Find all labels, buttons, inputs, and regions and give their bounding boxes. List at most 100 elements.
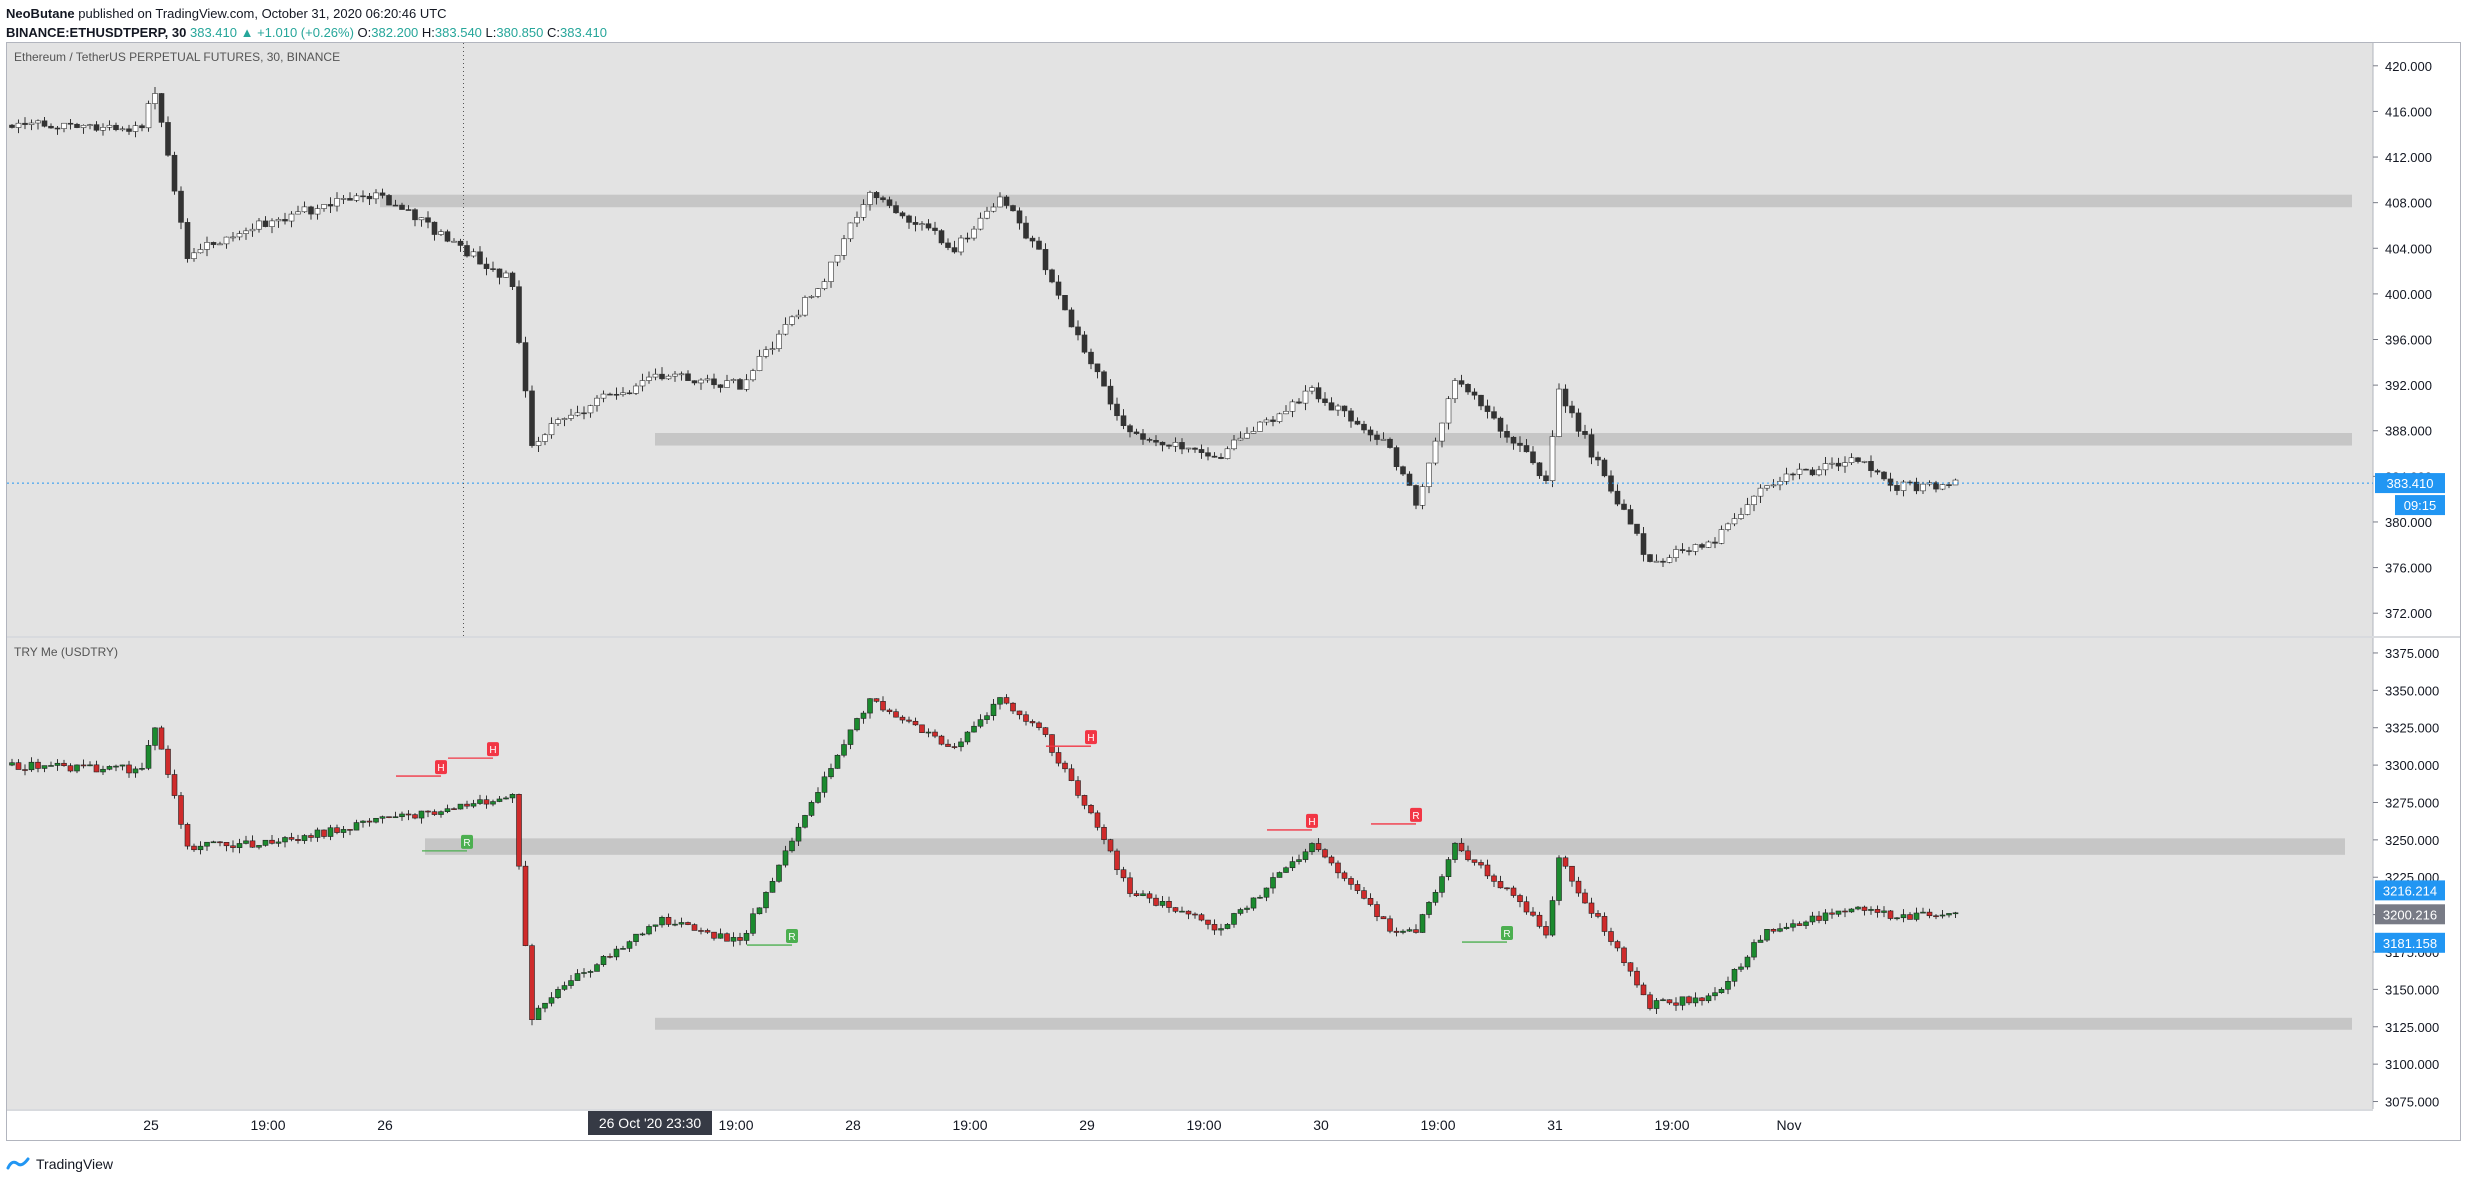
candle-body <box>1127 877 1133 894</box>
candle-body <box>639 933 646 936</box>
candle-body <box>470 803 477 807</box>
y-tick-label: 3375.000 <box>2385 646 2439 661</box>
candle-body <box>1452 842 1458 860</box>
candle-body <box>548 423 555 436</box>
candle-body <box>1874 909 1881 913</box>
candle-body <box>405 813 412 816</box>
candle-body <box>1881 910 1887 913</box>
candle-body <box>789 840 795 852</box>
candle-body <box>1094 812 1101 828</box>
candle-body <box>1770 484 1777 487</box>
candle-body <box>802 297 808 316</box>
candle-body <box>1614 941 1621 949</box>
time-tick-label: 19:00 <box>1654 1117 1689 1133</box>
signal-marker <box>487 742 499 757</box>
candle-body <box>1023 714 1029 722</box>
candle-body <box>821 281 828 289</box>
candle-body <box>730 379 737 381</box>
candle-body <box>353 822 360 831</box>
footer-brand[interactable]: TradingView <box>36 1156 114 1172</box>
candle-body <box>587 405 594 414</box>
candle-body <box>1062 762 1068 770</box>
candle-body <box>711 931 717 939</box>
candle-body <box>1660 999 1666 1002</box>
candle-body <box>1192 913 1198 916</box>
candle-body <box>763 892 769 909</box>
candle-body <box>282 219 288 222</box>
candle-body <box>685 373 691 381</box>
candle-body <box>1913 912 1920 920</box>
candle-body <box>1549 900 1556 936</box>
candle-body <box>1361 890 1367 899</box>
candle-body <box>1640 533 1647 555</box>
candle-body <box>958 741 964 748</box>
candle-body <box>119 128 126 131</box>
candle-body <box>48 765 54 767</box>
candle-body <box>106 766 113 770</box>
candle-body <box>1140 893 1146 897</box>
candle-body <box>132 125 139 132</box>
author-name[interactable]: NeoButane <box>6 6 75 21</box>
candle-body <box>1458 842 1465 852</box>
candle-body <box>67 765 74 772</box>
candle-body <box>639 380 646 387</box>
candle-body <box>496 798 503 802</box>
candle-body <box>457 240 464 246</box>
candle-body <box>1010 702 1016 712</box>
candle-body <box>1692 544 1699 552</box>
y-tick-label: 400.000 <box>2385 287 2432 302</box>
candle-body <box>1881 471 1887 480</box>
candle-body <box>594 397 600 406</box>
pane-title: TRY Me (USDTRY) <box>14 645 118 659</box>
candle-body <box>1179 910 1185 913</box>
candle-body <box>1673 1002 1679 1006</box>
candle-body <box>886 709 893 712</box>
candle-body <box>1595 913 1601 917</box>
candle-body <box>1543 475 1549 482</box>
candle-body <box>1231 439 1237 450</box>
candle-body <box>152 93 158 104</box>
series-price-label-bg <box>2375 932 2445 953</box>
candle-body <box>1835 910 1842 915</box>
candle-body <box>984 210 990 219</box>
candle-body <box>262 220 269 227</box>
candle-body <box>405 209 412 211</box>
close-label: C: <box>547 25 560 40</box>
candle-body <box>997 196 1003 208</box>
candle-body <box>1887 910 1894 919</box>
candle-body <box>1445 398 1452 424</box>
candle-body <box>74 764 80 772</box>
candle-body <box>1133 431 1140 434</box>
candle-body <box>990 703 997 716</box>
candle-body <box>1679 549 1686 551</box>
candle-body <box>93 124 100 131</box>
pane-1: 420.000 416.000 412.000 408.000 404.000 400.0… <box>7 43 2460 636</box>
candle-body <box>1348 878 1354 885</box>
candle-body <box>951 746 958 748</box>
candle-body <box>1868 461 1874 471</box>
signal-marker <box>1501 926 1513 941</box>
y-tick-label: 392.000 <box>2385 378 2432 393</box>
candle-body <box>139 768 145 770</box>
candle-body <box>22 122 28 125</box>
candle-body <box>1120 869 1127 879</box>
signal-marker-label: H <box>437 763 444 774</box>
candle-body <box>1289 401 1296 412</box>
candle-body <box>451 240 457 243</box>
candle-body <box>1582 892 1588 904</box>
candle-body <box>581 972 587 974</box>
candle-body <box>1263 419 1270 423</box>
candle-body <box>230 236 236 239</box>
candle-body <box>815 792 821 803</box>
candle-body <box>295 839 301 841</box>
candle-body <box>1244 433 1250 439</box>
candle-body <box>516 286 522 343</box>
support-resistance-zone <box>655 1017 2352 1030</box>
candle-body <box>1471 859 1478 863</box>
candle-body <box>1783 473 1790 482</box>
time-tick-label: 19:00 <box>250 1117 285 1133</box>
candle-body <box>1322 849 1328 858</box>
candle-body <box>334 827 340 833</box>
candle-body <box>769 348 776 351</box>
